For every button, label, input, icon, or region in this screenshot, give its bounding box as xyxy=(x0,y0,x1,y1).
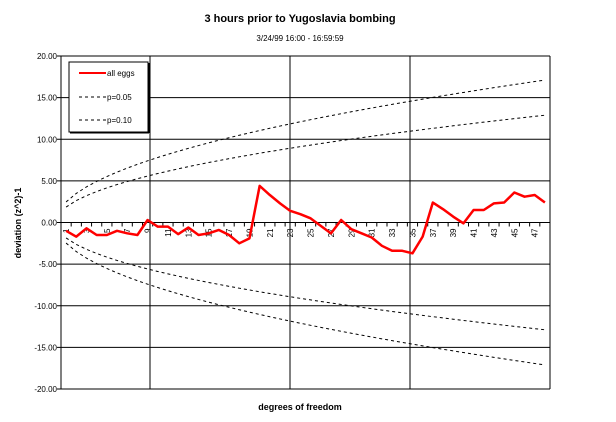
legend: all eggs p=0.05 p=0.10 xyxy=(68,61,150,134)
series-line-p10-upper xyxy=(65,114,545,208)
x-tick-label: 17 xyxy=(225,228,234,237)
x-tick-label: 11 xyxy=(164,228,173,237)
x-tick-label: 47 xyxy=(531,228,540,237)
x-tick-label: 5 xyxy=(103,228,112,233)
series-line-p05-lower xyxy=(65,242,545,366)
legend-label-p05: p=0.05 xyxy=(107,93,132,102)
y-tick-label: -15.00 xyxy=(34,343,57,352)
legend-label-p10: p=0.10 xyxy=(107,116,132,125)
x-axis-label: degrees of freedom xyxy=(258,402,342,412)
x-tick-label: 39 xyxy=(449,228,458,237)
y-tick-label: 15.00 xyxy=(37,94,58,103)
x-tick-label: 37 xyxy=(429,228,438,237)
x-tick-label: 43 xyxy=(490,228,499,237)
x-tick-label: 35 xyxy=(408,228,417,237)
y-tick-label: -10.00 xyxy=(34,302,57,311)
x-tick-label: 25 xyxy=(307,228,316,237)
x-tick-label: 31 xyxy=(368,228,377,237)
x-tick-label: 41 xyxy=(470,228,479,237)
x-tick-label: 23 xyxy=(286,228,295,237)
series-line-p05-upper xyxy=(65,79,545,203)
x-tick-label: 45 xyxy=(510,228,519,237)
series-lines xyxy=(65,79,546,366)
y-tick-label: 20.00 xyxy=(37,52,58,61)
x-tick-label: 9 xyxy=(144,228,153,233)
x-tick-label: 21 xyxy=(266,228,275,237)
x-tick-label: 3 xyxy=(82,228,91,233)
chart-title: 3 hours prior to Yugoslavia bombing xyxy=(204,13,395,25)
x-tick-labels: 1 3 5 7 9 11 13 15 17 19 21 23 25 27 29 31 33 35 37 39 41 43 4… xyxy=(62,228,540,237)
y-tick-label: 5.00 xyxy=(41,177,57,186)
series-line-all-eggs xyxy=(65,184,546,255)
x-tick-label: 29 xyxy=(347,228,356,237)
y-tick-label: 0.00 xyxy=(41,219,57,228)
y-tick-label: 10.00 xyxy=(37,135,58,144)
y-tick-label: -5.00 xyxy=(39,260,58,269)
chart-subtitle: 3/24/99 16:00 - 16:59:59 xyxy=(256,34,344,43)
y-tick-label: -20.00 xyxy=(34,385,57,394)
series-line-p10-lower xyxy=(65,237,545,331)
x-tick-label: 33 xyxy=(388,228,397,237)
legend-label-all-eggs: all eggs xyxy=(107,69,135,78)
x-tick-label: 13 xyxy=(184,228,193,237)
x-tick-label: 7 xyxy=(123,228,132,233)
y-axis-label: deviation (z^2)-1 xyxy=(13,188,23,259)
y-tick-labels: 20.00 15.00 10.00 5.00 0.00 -5.00 -10.00 -15.00… xyxy=(34,52,57,394)
